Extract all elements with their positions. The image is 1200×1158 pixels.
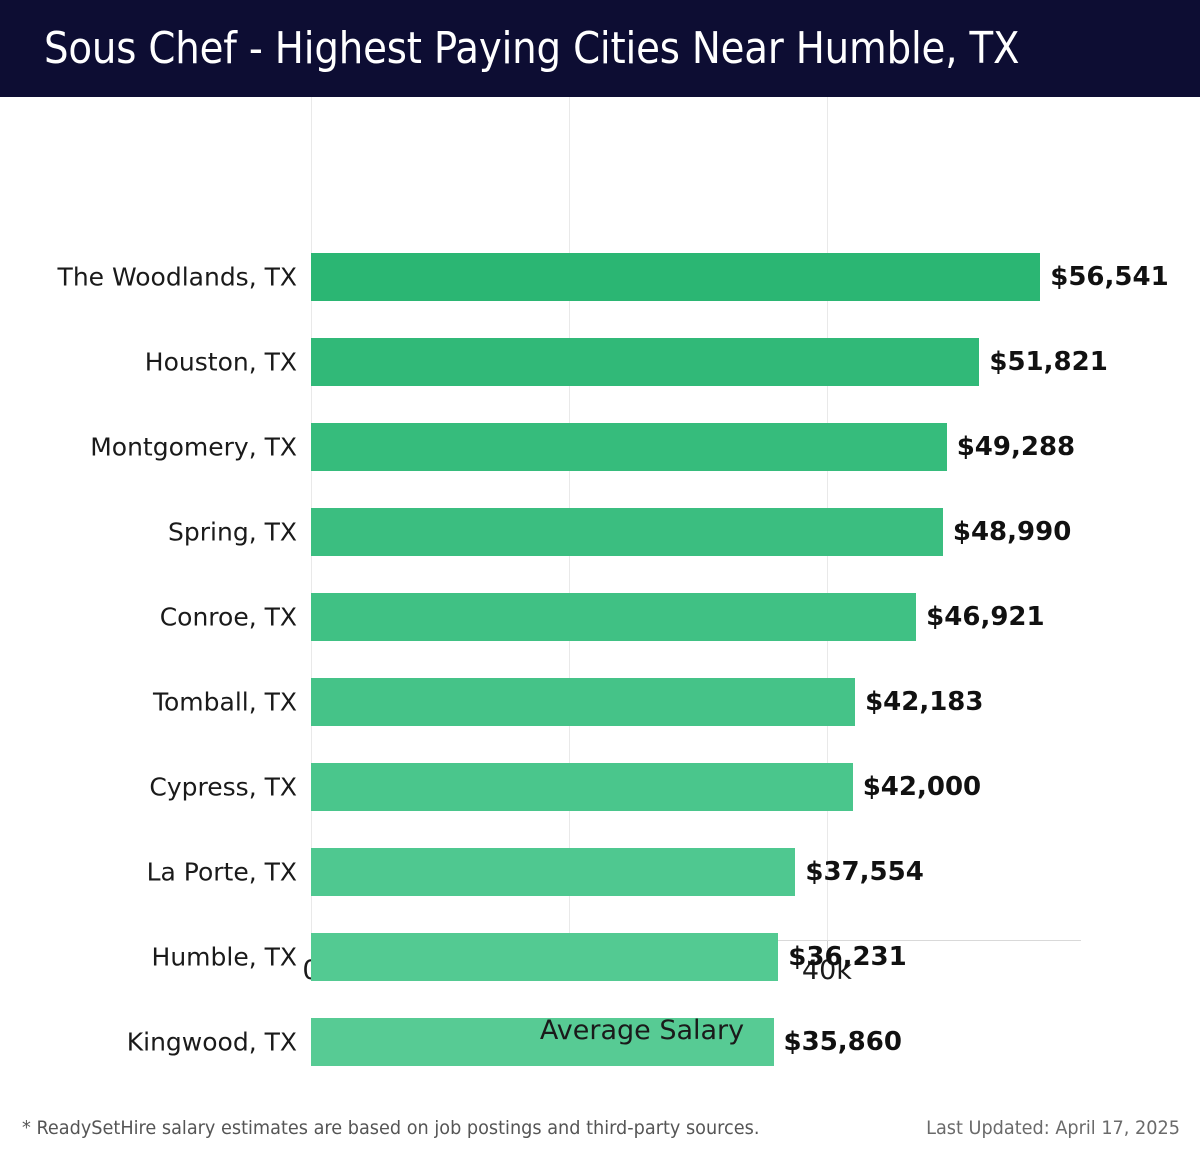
- bar-row[interactable]: Cypress, TX $42,000: [0, 763, 1200, 811]
- bar-row[interactable]: Kingwood, TX $35,860: [0, 1018, 1200, 1066]
- bar-category-label: Tomball, TX: [152, 687, 297, 717]
- bar[interactable]: [311, 933, 779, 981]
- bar-row[interactable]: Montgomery, TX $49,288: [0, 423, 1200, 471]
- bar-category-label: Kingwood, TX: [126, 1027, 297, 1057]
- bar-series: The Woodlands, TX $56,541 Houston, TX $51,8…: [0, 97, 1200, 1097]
- bar-value-label: $49,288: [956, 432, 1076, 462]
- bar[interactable]: [311, 423, 947, 471]
- bar-value-label: $42,000: [862, 772, 982, 802]
- bar-category-label: Houston, TX: [144, 347, 297, 377]
- x-axis-title: Average Salary: [0, 1015, 1200, 1046]
- bar-row[interactable]: Spring, TX $48,990: [0, 508, 1200, 556]
- bar-category-label: Spring, TX: [168, 517, 297, 547]
- bar[interactable]: [311, 508, 943, 556]
- bar-value-label: $48,990: [952, 517, 1072, 547]
- chart-plot-area: 020k40k The Woodlands, TX$56,541Houston,…: [0, 97, 1200, 1097]
- bar[interactable]: [311, 848, 796, 896]
- bar[interactable]: [311, 253, 1041, 301]
- bar-value-label: $46,921: [926, 602, 1045, 632]
- bar-value-label: $35,860: [783, 1027, 902, 1057]
- bar[interactable]: [311, 763, 853, 811]
- bar-row[interactable]: La Porte, TX $37,554: [0, 848, 1200, 896]
- bar-row[interactable]: Humble, TX $36,231: [0, 933, 1200, 981]
- bar-value-label: $42,183: [865, 687, 984, 717]
- bar[interactable]: [311, 338, 980, 386]
- page-title: Sous Chef - Highest Paying Cities Near H…: [44, 22, 1020, 74]
- bar-row[interactable]: The Woodlands, TX $56,541: [0, 253, 1200, 301]
- chart-footer: * ReadySetHire salary estimates are base…: [0, 1097, 1200, 1158]
- bar-category-label: Conroe, TX: [159, 602, 297, 632]
- bar[interactable]: [311, 593, 917, 641]
- bar-value-label: $51,821: [989, 347, 1108, 377]
- bar-category-label: La Porte, TX: [146, 857, 297, 887]
- bar[interactable]: [311, 678, 856, 726]
- bar-value-label: $56,541: [1050, 262, 1169, 292]
- bar-row[interactable]: Conroe, TX $46,921: [0, 593, 1200, 641]
- bar-value-label: $36,231: [788, 942, 907, 972]
- bar-row[interactable]: Houston, TX $51,821: [0, 338, 1200, 386]
- footer-disclaimer: * ReadySetHire salary estimates are base…: [22, 1116, 760, 1139]
- bar-category-label: The Woodlands, TX: [57, 262, 297, 292]
- bar[interactable]: [311, 1018, 774, 1066]
- bar-category-label: Humble, TX: [151, 942, 297, 972]
- bar-category-label: Cypress, TX: [149, 772, 297, 802]
- bar-value-label: $37,554: [805, 857, 924, 887]
- footer-last-updated: Last Updated: April 17, 2025: [926, 1116, 1180, 1139]
- x-axis-title-text: Average Salary: [539, 1015, 745, 1046]
- bar-category-label: Montgomery, TX: [90, 432, 297, 462]
- bar-row[interactable]: Tomball, TX $42,183: [0, 678, 1200, 726]
- chart-header: Sous Chef - Highest Paying Cities Near H…: [0, 0, 1200, 97]
